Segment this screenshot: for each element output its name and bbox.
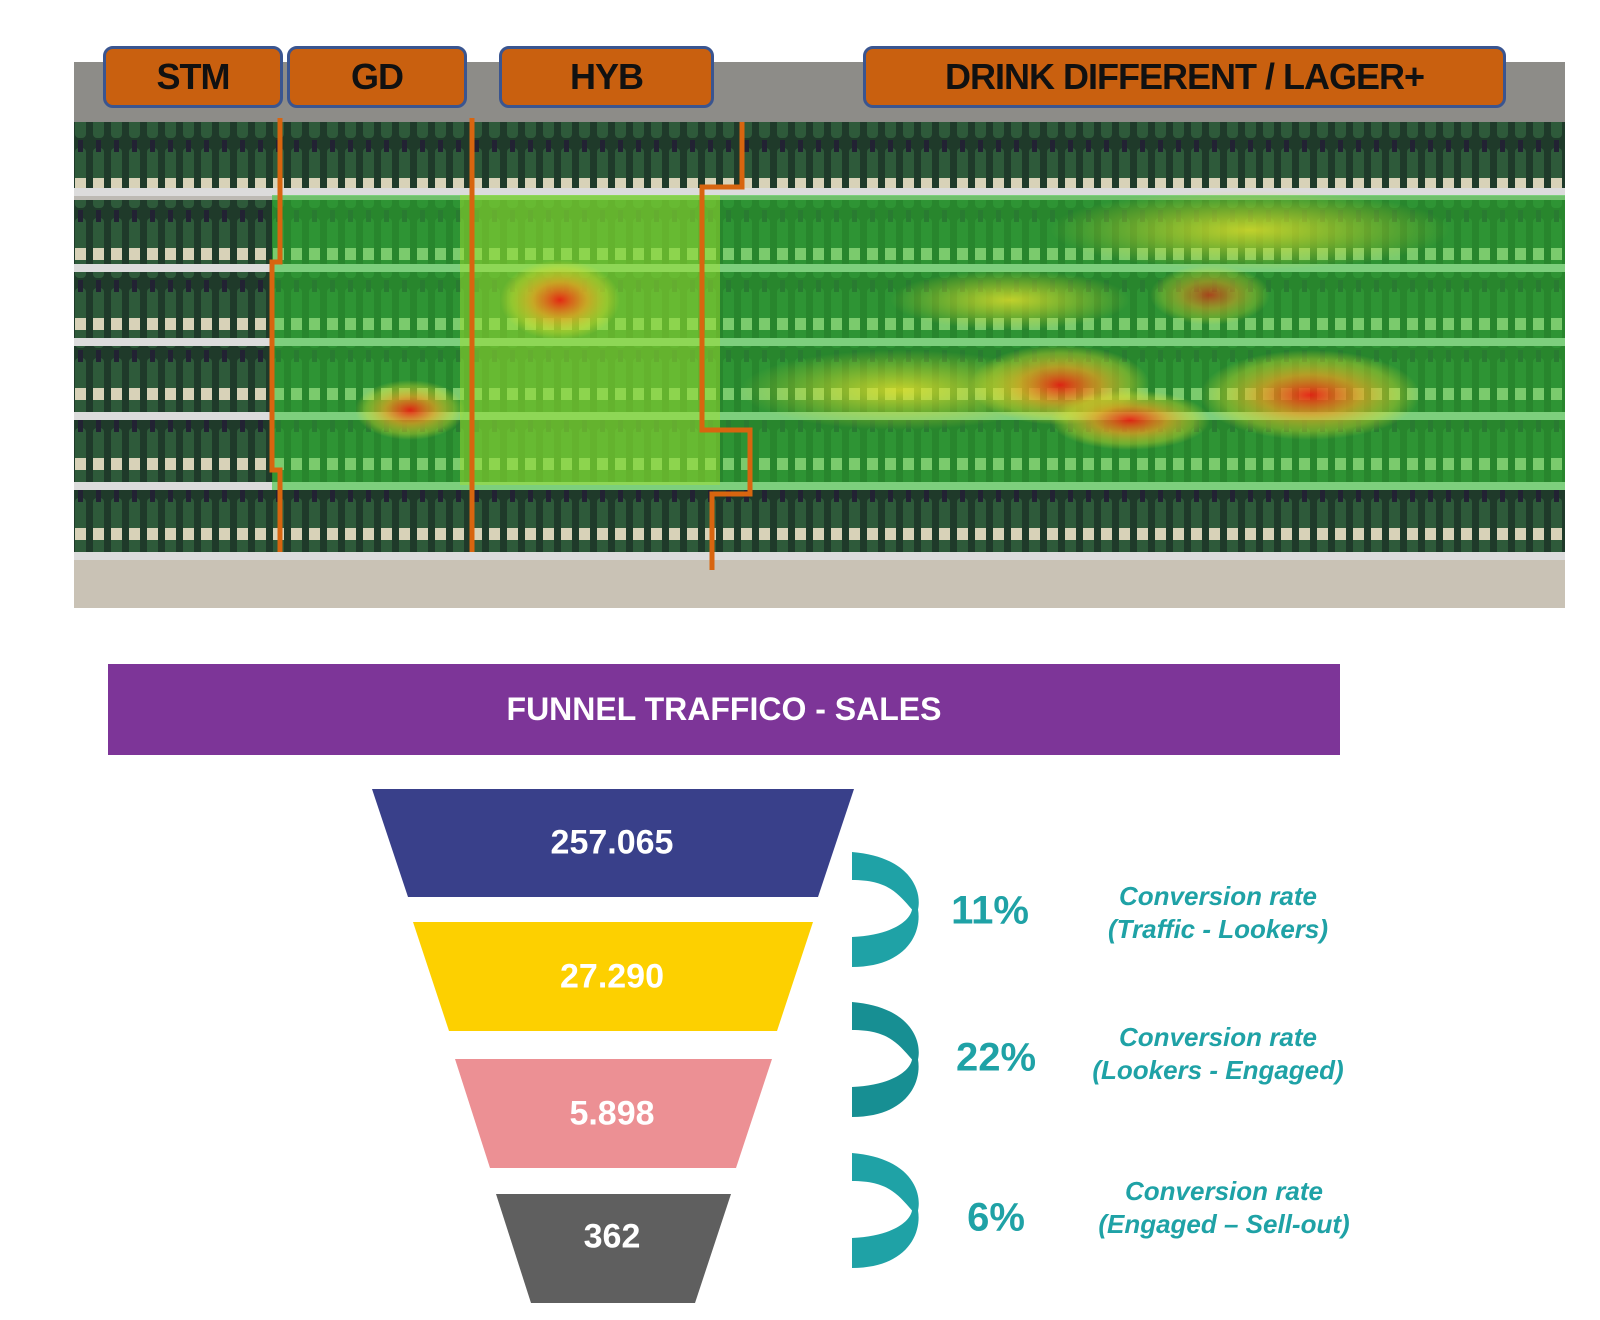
segment-label-stm: STM: [103, 46, 283, 108]
conversion-label-line2: (Lookers - Engaged): [1092, 1055, 1344, 1085]
conversion-label-1: Conversion rate (Traffic - Lookers): [1108, 880, 1328, 946]
funnel-value-engaged: 5.898: [569, 1094, 655, 1133]
conversion-rate-1: 11%: [951, 888, 1029, 933]
segment-label-hyb: HYB: [499, 46, 714, 108]
segment-dividers: [269, 118, 753, 570]
conversion-label-line1: Conversion rate: [1125, 1176, 1323, 1206]
conversion-label-3: Conversion rate (Engaged – Sell-out): [1098, 1175, 1349, 1241]
funnel-stage-2: [413, 922, 813, 1031]
conversion-label-2: Conversion rate (Lookers - Engaged): [1092, 1021, 1343, 1087]
conversion-label-line2: (Engaged – Sell-out): [1098, 1209, 1350, 1239]
conversion-label-line1: Conversion rate: [1119, 881, 1317, 911]
funnel: [372, 789, 854, 1303]
conversion-label-line2: (Traffic - Lookers): [1107, 914, 1329, 944]
funnel-value-sellout: 362: [583, 1217, 641, 1256]
funnel-stage-3: [455, 1059, 772, 1168]
heatmap-overlay: [272, 190, 1565, 490]
segment-label-drink-different: DRINK DIFFERENT / LAGER+: [863, 46, 1506, 108]
funnel-value-traffic: 257.065: [550, 823, 674, 862]
conversion-label-line1: Conversion rate: [1119, 1022, 1317, 1052]
conversion-arc-3: [852, 1153, 919, 1268]
funnel-value-lookers: 27.290: [560, 957, 664, 996]
conversion-arc-2: [852, 1002, 919, 1117]
segment-label-gd: GD: [287, 46, 467, 108]
funnel-stage-1: [372, 789, 854, 897]
conversion-arcs: [852, 852, 919, 1268]
conversion-rate-2: 22%: [955, 1035, 1037, 1080]
funnel-stage-4: [496, 1194, 731, 1303]
shelf-heatmap-photo: [74, 62, 1565, 608]
funnel-title: FUNNEL TRAFFICO - SALES: [108, 664, 1340, 755]
conversion-rate-3: 6%: [967, 1195, 1025, 1240]
conversion-arc-1: [852, 852, 919, 967]
